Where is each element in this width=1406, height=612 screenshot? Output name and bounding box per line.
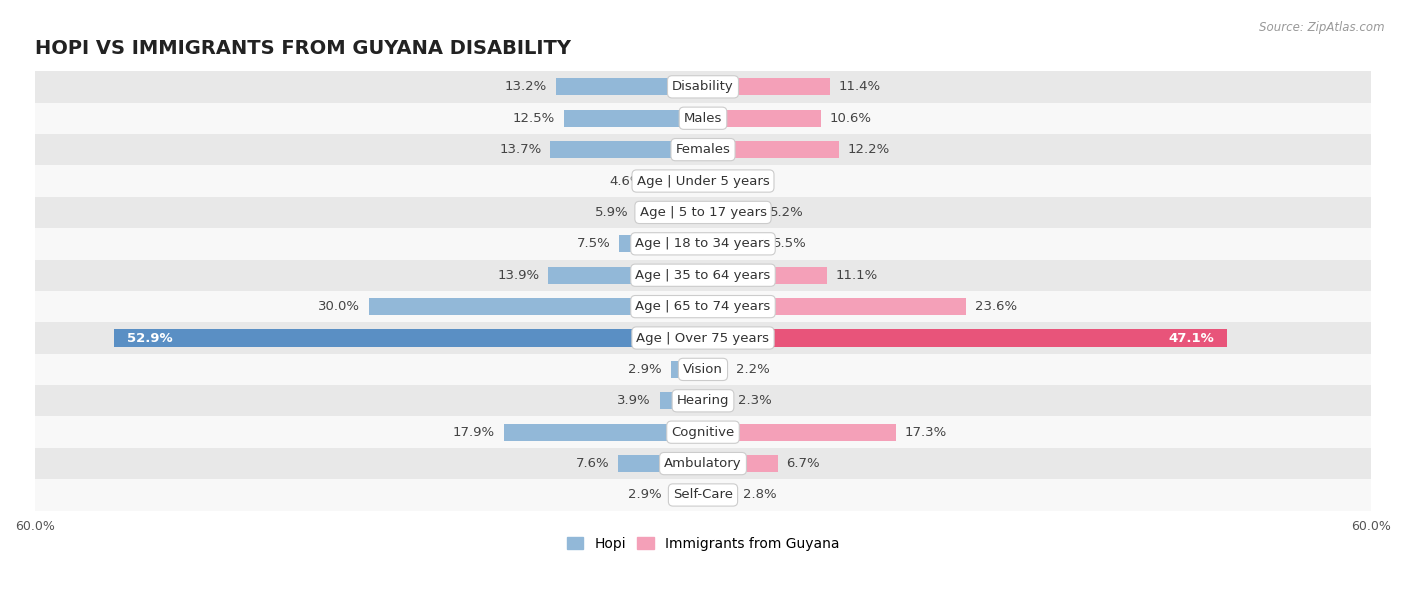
Text: 11.4%: 11.4% <box>839 80 882 94</box>
Text: 5.2%: 5.2% <box>770 206 804 219</box>
Text: Age | 65 to 74 years: Age | 65 to 74 years <box>636 300 770 313</box>
Bar <box>619 455 703 472</box>
Bar <box>637 204 703 221</box>
Text: Age | 35 to 64 years: Age | 35 to 64 years <box>636 269 770 282</box>
Text: 4.6%: 4.6% <box>609 174 643 187</box>
Bar <box>551 141 703 159</box>
Text: 13.7%: 13.7% <box>499 143 541 156</box>
Bar <box>564 110 703 127</box>
Bar <box>35 71 1371 103</box>
Text: 6.7%: 6.7% <box>786 457 820 470</box>
Text: 10.6%: 10.6% <box>830 112 872 125</box>
Bar <box>703 487 734 504</box>
Text: 13.9%: 13.9% <box>498 269 540 282</box>
Bar <box>548 267 703 284</box>
Bar <box>35 165 1371 196</box>
Bar <box>659 392 703 409</box>
Bar <box>35 291 1371 323</box>
Bar <box>703 173 714 190</box>
Bar <box>35 417 1371 448</box>
Text: 23.6%: 23.6% <box>974 300 1017 313</box>
Text: 30.0%: 30.0% <box>318 300 360 313</box>
Text: 7.5%: 7.5% <box>576 237 610 250</box>
Text: Ambulatory: Ambulatory <box>664 457 742 470</box>
Text: Vision: Vision <box>683 363 723 376</box>
Text: HOPI VS IMMIGRANTS FROM GUYANA DISABILITY: HOPI VS IMMIGRANTS FROM GUYANA DISABILIT… <box>35 40 571 59</box>
Text: 12.5%: 12.5% <box>513 112 555 125</box>
Text: 2.2%: 2.2% <box>737 363 770 376</box>
Text: 17.3%: 17.3% <box>904 426 946 439</box>
Bar <box>35 354 1371 385</box>
Bar <box>35 103 1371 134</box>
Text: Females: Females <box>675 143 731 156</box>
Text: 11.1%: 11.1% <box>835 269 877 282</box>
Bar <box>703 298 966 315</box>
Bar <box>35 448 1371 479</box>
Bar <box>503 424 703 441</box>
Text: 13.2%: 13.2% <box>505 80 547 94</box>
Bar <box>35 479 1371 510</box>
Text: 12.2%: 12.2% <box>848 143 890 156</box>
Text: 2.8%: 2.8% <box>744 488 776 501</box>
Bar <box>703 392 728 409</box>
Bar <box>35 259 1371 291</box>
Text: Males: Males <box>683 112 723 125</box>
Bar <box>703 424 896 441</box>
Text: 17.9%: 17.9% <box>453 426 495 439</box>
Bar <box>703 141 839 159</box>
Bar <box>703 204 761 221</box>
Bar <box>703 329 1227 346</box>
Text: Self-Care: Self-Care <box>673 488 733 501</box>
Bar <box>35 323 1371 354</box>
Text: Age | Over 75 years: Age | Over 75 years <box>637 332 769 345</box>
Legend: Hopi, Immigrants from Guyana: Hopi, Immigrants from Guyana <box>561 531 845 556</box>
Bar <box>35 196 1371 228</box>
Bar <box>703 360 727 378</box>
Text: 5.5%: 5.5% <box>773 237 807 250</box>
Text: 2.3%: 2.3% <box>738 394 772 408</box>
Text: 2.9%: 2.9% <box>628 488 662 501</box>
Text: 1.0%: 1.0% <box>723 174 756 187</box>
Bar <box>35 228 1371 259</box>
Text: 7.6%: 7.6% <box>576 457 609 470</box>
Text: Age | 5 to 17 years: Age | 5 to 17 years <box>640 206 766 219</box>
Bar <box>652 173 703 190</box>
Text: 5.9%: 5.9% <box>595 206 628 219</box>
Bar <box>703 110 821 127</box>
Text: 52.9%: 52.9% <box>128 332 173 345</box>
Bar <box>35 134 1371 165</box>
Text: Cognitive: Cognitive <box>672 426 734 439</box>
Text: 2.9%: 2.9% <box>628 363 662 376</box>
Bar <box>555 78 703 95</box>
Bar <box>368 298 703 315</box>
Bar <box>703 455 778 472</box>
Text: Source: ZipAtlas.com: Source: ZipAtlas.com <box>1260 21 1385 34</box>
Bar <box>703 78 830 95</box>
Bar <box>671 487 703 504</box>
Bar <box>114 329 703 346</box>
Text: 3.9%: 3.9% <box>617 394 651 408</box>
Text: Age | 18 to 34 years: Age | 18 to 34 years <box>636 237 770 250</box>
Text: Age | Under 5 years: Age | Under 5 years <box>637 174 769 187</box>
Text: Hearing: Hearing <box>676 394 730 408</box>
Bar <box>703 235 765 253</box>
Bar <box>620 235 703 253</box>
Bar <box>703 267 827 284</box>
Text: 47.1%: 47.1% <box>1168 332 1213 345</box>
Text: Disability: Disability <box>672 80 734 94</box>
Bar <box>35 385 1371 417</box>
Bar <box>671 360 703 378</box>
